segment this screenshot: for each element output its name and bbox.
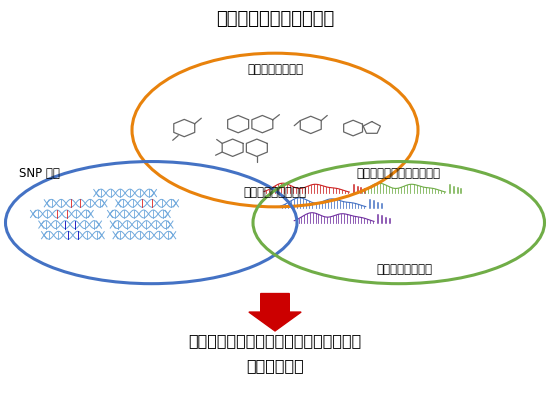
Text: 網羅的に推定: 網羅的に推定: [246, 358, 304, 373]
Text: 全遗伝子の発現量: 全遗伝子の発現量: [376, 263, 432, 276]
Ellipse shape: [6, 162, 297, 284]
Text: SNP 情報: SNP 情報: [19, 167, 60, 180]
Ellipse shape: [132, 53, 418, 207]
Text: 三つの大規模情報を統合: 三つの大規模情報を統合: [216, 10, 334, 28]
FancyArrow shape: [249, 294, 301, 331]
Ellipse shape: [253, 162, 544, 284]
Text: 二代謝産物の生合成: 二代謝産物の生合成: [244, 186, 306, 199]
Text: メタボローム情報: メタボローム情報: [247, 63, 303, 76]
Text: トランスクリプトーム情報: トランスクリプトーム情報: [357, 167, 441, 180]
Text: 二次代謝産物の生合成に関わる遅伝子を: 二次代謝産物の生合成に関わる遅伝子を: [188, 333, 362, 348]
